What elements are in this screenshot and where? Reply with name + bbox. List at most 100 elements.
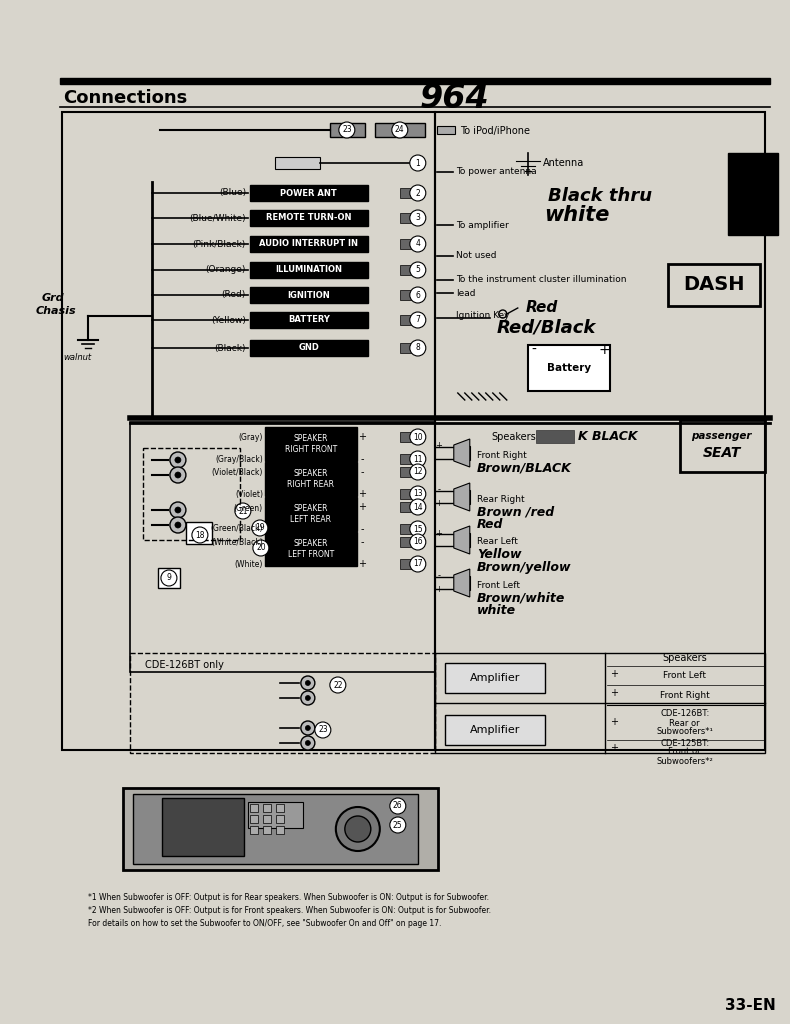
Text: 23: 23 bbox=[318, 725, 328, 734]
Text: Amplifier: Amplifier bbox=[469, 673, 520, 683]
Text: (Gray/Black): (Gray/Black) bbox=[215, 455, 263, 464]
Text: Grd: Grd bbox=[42, 293, 65, 303]
Text: 18: 18 bbox=[195, 530, 205, 540]
Circle shape bbox=[175, 522, 181, 528]
Text: 964: 964 bbox=[419, 82, 490, 115]
Circle shape bbox=[410, 451, 426, 467]
Text: (Violet/Black): (Violet/Black) bbox=[212, 469, 263, 477]
Text: Rear Right: Rear Right bbox=[477, 495, 525, 504]
Text: lead: lead bbox=[456, 289, 476, 298]
Bar bbox=[123, 788, 438, 870]
Text: Subwoofers*²: Subwoofers*² bbox=[656, 758, 713, 767]
Circle shape bbox=[410, 262, 426, 278]
Bar bbox=[668, 264, 760, 306]
Circle shape bbox=[170, 452, 186, 468]
Bar bbox=[728, 153, 777, 234]
Text: Front Left: Front Left bbox=[477, 581, 520, 590]
Bar bbox=[400, 502, 414, 512]
Bar bbox=[263, 804, 271, 812]
Text: Red: Red bbox=[477, 518, 503, 531]
Bar bbox=[400, 432, 414, 442]
Bar bbox=[158, 568, 180, 588]
Text: 2: 2 bbox=[416, 188, 420, 198]
Text: (Yellow): (Yellow) bbox=[211, 315, 246, 325]
Bar bbox=[250, 826, 258, 834]
Text: *1 When Subwoofer is OFF: Output is for Rear speakers. When Subwoofer is ON: Out: *1 When Subwoofer is OFF: Output is for … bbox=[88, 893, 489, 902]
Circle shape bbox=[410, 210, 426, 226]
Bar bbox=[400, 489, 414, 499]
Bar bbox=[445, 663, 545, 693]
Text: 3: 3 bbox=[416, 213, 420, 222]
Text: 17: 17 bbox=[413, 559, 423, 568]
Text: +: + bbox=[435, 441, 442, 451]
Bar bbox=[265, 427, 357, 461]
Bar bbox=[400, 213, 414, 223]
Bar bbox=[265, 462, 357, 496]
Circle shape bbox=[392, 122, 408, 138]
Bar bbox=[453, 575, 470, 590]
Text: -: - bbox=[532, 343, 536, 357]
Circle shape bbox=[301, 736, 315, 750]
Text: (Pink/Black): (Pink/Black) bbox=[193, 240, 246, 249]
Bar bbox=[453, 446, 470, 460]
Text: To iPod/iPhone: To iPod/iPhone bbox=[460, 126, 530, 136]
Circle shape bbox=[170, 502, 186, 518]
Bar bbox=[186, 522, 212, 544]
Text: Not used: Not used bbox=[456, 252, 496, 260]
Polygon shape bbox=[453, 483, 470, 511]
Bar bbox=[276, 826, 284, 834]
Bar bbox=[400, 343, 414, 353]
Bar bbox=[437, 126, 455, 134]
Text: To the instrument cluster illumination: To the instrument cluster illumination bbox=[456, 275, 626, 285]
Text: Front Right: Front Right bbox=[477, 451, 526, 460]
Text: white: white bbox=[477, 604, 516, 617]
Text: 8: 8 bbox=[416, 343, 420, 352]
Circle shape bbox=[410, 340, 426, 356]
Bar bbox=[445, 715, 545, 745]
Circle shape bbox=[235, 503, 251, 519]
Text: -: - bbox=[438, 543, 440, 552]
Text: 4: 4 bbox=[416, 240, 420, 249]
Text: Subwoofers*¹: Subwoofers*¹ bbox=[656, 727, 713, 736]
Text: For details on how to set the Subwoofer to ON/OFF, see "Subwoofer On and Off" on: For details on how to set the Subwoofer … bbox=[88, 919, 442, 928]
Text: (Violet): (Violet) bbox=[235, 489, 263, 499]
Circle shape bbox=[345, 816, 371, 842]
Circle shape bbox=[389, 798, 406, 814]
Text: 21: 21 bbox=[238, 507, 247, 515]
Circle shape bbox=[170, 517, 186, 534]
Circle shape bbox=[336, 807, 380, 851]
Text: SPEAKER
RIGHT REAR: SPEAKER RIGHT REAR bbox=[288, 469, 334, 488]
Circle shape bbox=[339, 122, 355, 138]
Circle shape bbox=[410, 486, 426, 502]
Bar bbox=[435, 653, 765, 753]
Text: 22: 22 bbox=[333, 681, 343, 689]
Text: -: - bbox=[360, 454, 363, 464]
Text: 5: 5 bbox=[416, 265, 420, 274]
Bar bbox=[400, 537, 414, 547]
Circle shape bbox=[410, 236, 426, 252]
Text: Brown/white: Brown/white bbox=[477, 592, 565, 604]
Text: +: + bbox=[358, 502, 366, 512]
Bar bbox=[400, 559, 414, 569]
Text: Red/Black: Red/Black bbox=[497, 319, 596, 337]
Bar bbox=[248, 802, 303, 828]
Text: 12: 12 bbox=[413, 468, 423, 476]
Bar bbox=[162, 798, 244, 856]
Text: To amplifier: To amplifier bbox=[456, 220, 509, 229]
Text: -: - bbox=[360, 524, 363, 534]
Text: 7: 7 bbox=[416, 315, 420, 325]
Bar bbox=[62, 112, 435, 750]
Bar bbox=[250, 236, 368, 252]
Text: 14: 14 bbox=[413, 503, 423, 512]
Text: (Black): (Black) bbox=[214, 343, 246, 352]
Circle shape bbox=[253, 540, 269, 556]
Text: SEAT: SEAT bbox=[702, 446, 741, 460]
Text: -: - bbox=[360, 537, 363, 547]
Bar bbox=[453, 534, 470, 547]
Bar bbox=[130, 653, 434, 753]
Polygon shape bbox=[453, 439, 470, 467]
Text: 19: 19 bbox=[255, 523, 265, 532]
Polygon shape bbox=[453, 569, 470, 597]
Bar bbox=[250, 185, 368, 201]
Bar bbox=[250, 815, 258, 823]
